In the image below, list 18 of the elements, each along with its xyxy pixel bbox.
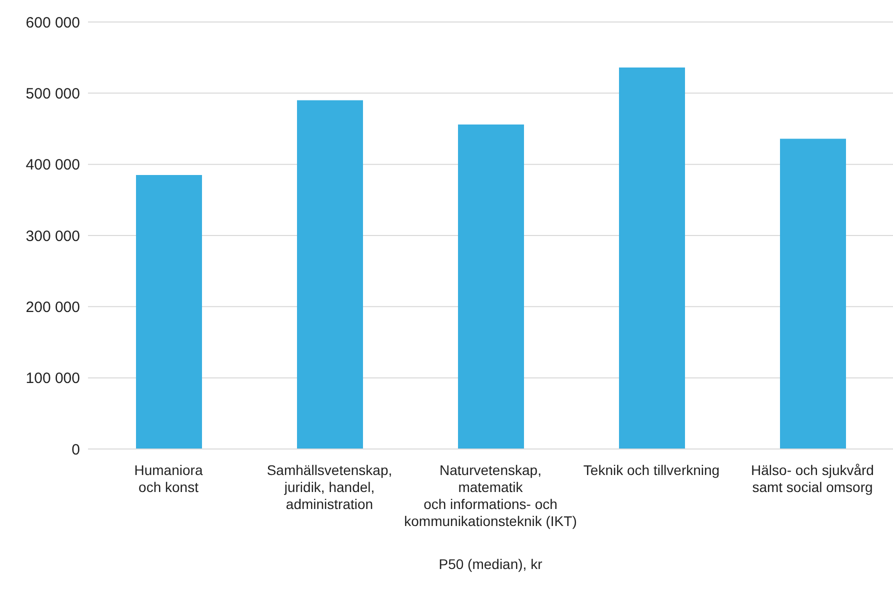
y-tick-label: 600 000	[26, 14, 80, 32]
bar	[297, 100, 363, 449]
bar	[780, 138, 846, 449]
bar	[458, 124, 524, 449]
x-tick-label: Naturvetenskap, matematik och informations- och kommunikationsteknik (IKT)	[404, 462, 577, 529]
bar	[136, 175, 202, 449]
y-tick-label: 400 000	[26, 156, 80, 174]
y-tick-label: 0	[72, 441, 80, 458]
y-tick-label: 100 000	[26, 370, 80, 388]
x-tick-label: Samhällsvetenskap, juridik, handel, administration	[266, 462, 392, 512]
x-tick-label: Teknik och tillverkning	[583, 462, 720, 478]
x-axis-title: P50 (median), kr	[438, 556, 543, 572]
x-tick-label: Humaniora och konst	[134, 462, 203, 495]
y-tick-label: 500 000	[26, 85, 80, 102]
bar	[619, 68, 685, 449]
y-tick-label: 200 000	[26, 298, 80, 316]
x-tick-label: Hälso- och sjukvård samt social omsorg	[751, 462, 874, 495]
y-tick-label: 300 000	[26, 228, 80, 245]
